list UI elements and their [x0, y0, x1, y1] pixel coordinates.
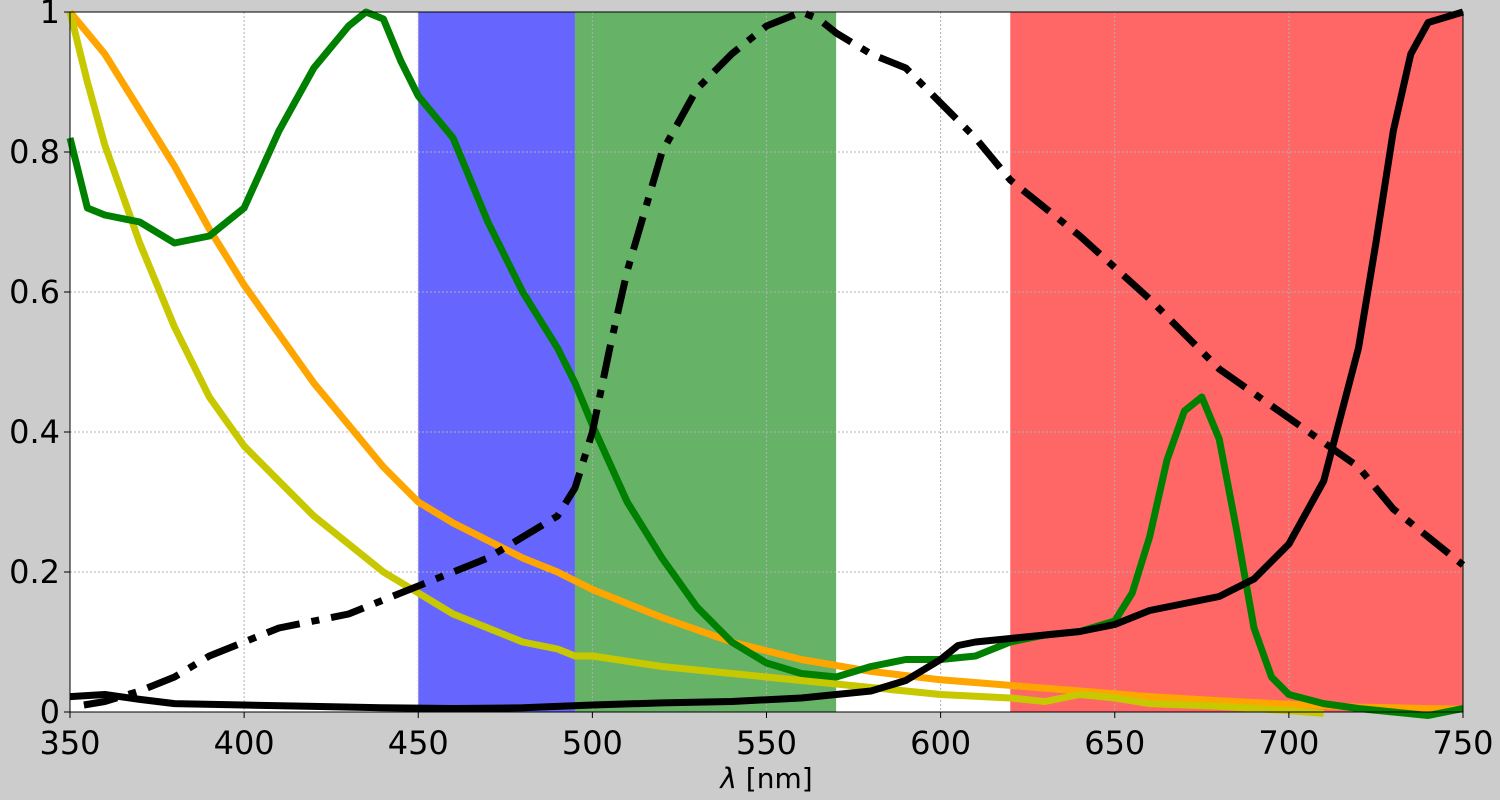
x-tick-label-4: 550 — [736, 724, 797, 762]
y-tick-label-0: 0 — [40, 693, 60, 731]
x-tick-label-2: 450 — [388, 724, 449, 762]
x-axis-ticks: 350 400 450 500 550 600 650 700 750 — [39, 712, 1494, 762]
x-axis-label-symbol: λ — [718, 762, 737, 795]
x-axis-label: λ [nm] — [718, 762, 812, 795]
y-tick-label-3: 0.6 — [9, 273, 60, 311]
y-tick-label-4: 0.8 — [9, 133, 60, 171]
x-axis-label-unit: [nm] — [737, 762, 813, 795]
x-tick-label-1: 400 — [214, 724, 275, 762]
x-tick-label-0: 350 — [39, 724, 100, 762]
series-line-2 — [66, 8, 1464, 719]
band-1 — [574, 12, 837, 712]
y-tick-label-1: 0.2 — [9, 553, 60, 591]
x-tick-label-8: 750 — [1432, 724, 1493, 762]
y-tick-label-5: 1 — [40, 0, 60, 31]
series-line-4 — [83, 8, 1466, 709]
series-line-3 — [69, 8, 1465, 712]
series-line-0 — [67, 9, 1464, 713]
y-tick-label-2: 0.4 — [9, 413, 60, 451]
x-tick-label-6: 650 — [1084, 724, 1145, 762]
series-lines — [66, 8, 1466, 719]
y-axis-ticks: 0 0.2 0.4 0.6 0.8 1 — [9, 0, 70, 731]
band-2 — [1010, 12, 1463, 712]
series-line-1 — [66, 11, 1324, 717]
x-tick-label-3: 500 — [562, 724, 623, 762]
x-tick-label-7: 700 — [1258, 724, 1319, 762]
wavelength-bands — [418, 12, 1463, 712]
x-tick-label-5: 600 — [910, 724, 971, 762]
